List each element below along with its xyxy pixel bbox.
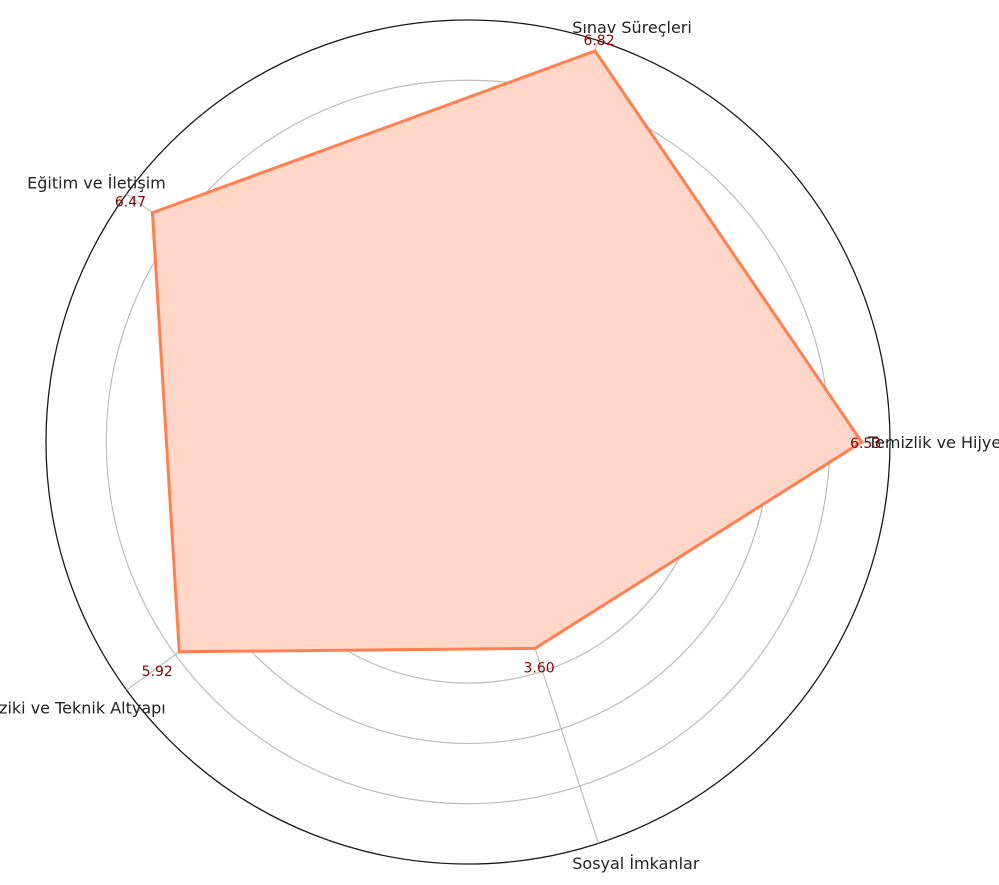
value-label-3: 5.92	[142, 664, 173, 680]
value-label-0: 6.53	[850, 436, 881, 452]
radar-series	[150, 49, 864, 654]
series-line	[150, 49, 864, 654]
value-label-1: 6.82	[583, 33, 614, 49]
axis-label-3: Fiziki ve Teknik Altyapı	[0, 699, 166, 718]
value-label-4: 3.60	[523, 660, 554, 676]
radar-labels: Temizlik ve Hijyen Sınav Süreçleri Eğitim …	[0, 18, 999, 873]
axis-label-2: Eğitim ve İletişim	[27, 173, 166, 192]
axis-label-0: Temizlik ve Hijyen	[867, 433, 999, 452]
value-label-2: 6.47	[115, 195, 146, 211]
series-area	[152, 50, 862, 652]
axis-label-4: Sosyal İmkanlar	[572, 854, 700, 873]
axis-label-1: Sınav Süreçleri	[572, 18, 692, 37]
